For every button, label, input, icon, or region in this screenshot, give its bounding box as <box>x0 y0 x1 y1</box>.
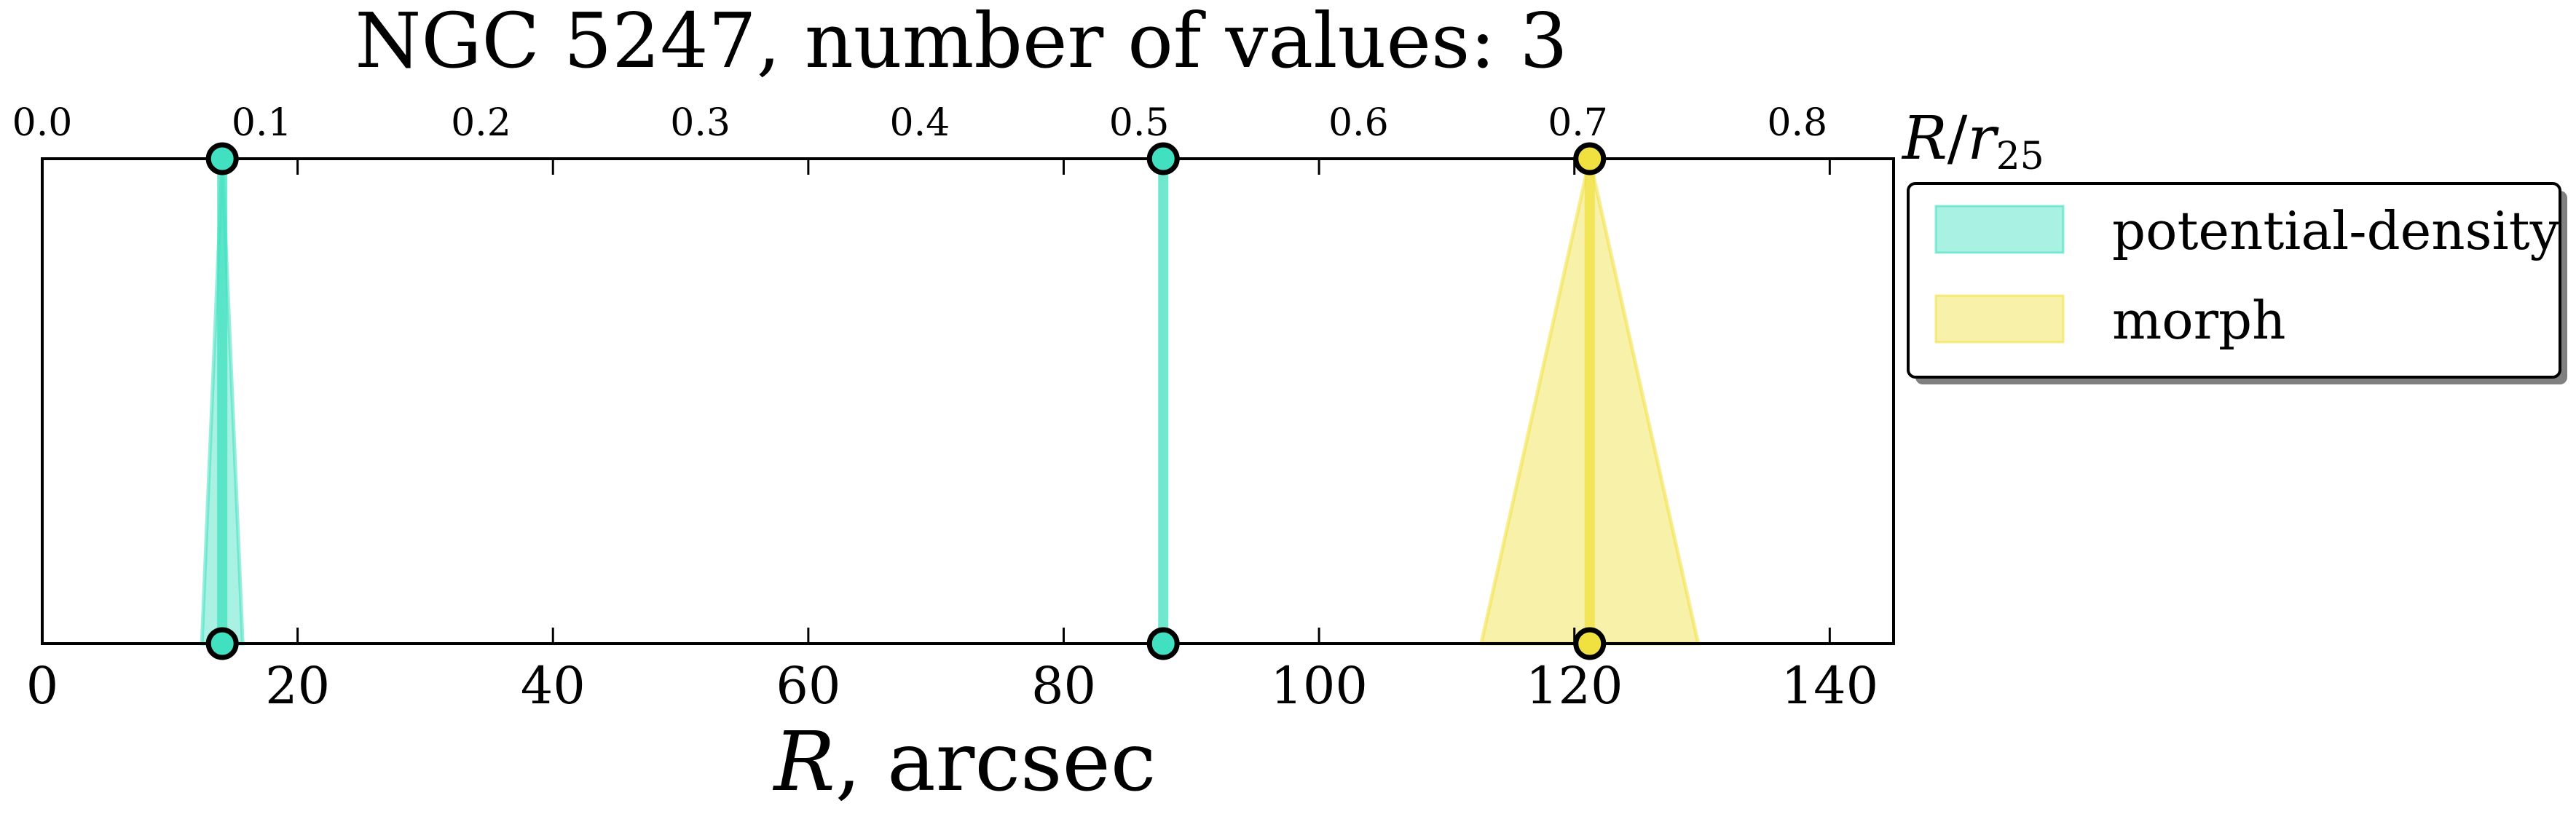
x-tick-label: 120 <box>1526 656 1623 716</box>
marker-potential-density <box>1146 627 1180 660</box>
marker-morph <box>1573 627 1607 660</box>
top-x-tick-label: 0.0 <box>12 101 73 145</box>
marker-potential-density <box>205 627 239 660</box>
top-x-tick-label: 0.3 <box>670 101 730 145</box>
legend-swatch-morph <box>1934 294 2065 344</box>
marker-potential-density <box>1146 142 1180 175</box>
plot-frame <box>41 157 1895 645</box>
top-x-axis-label: R/r25 <box>1901 104 2044 178</box>
legend-swatch-potential-density <box>1934 205 2065 254</box>
top-x-tick-label: 0.2 <box>451 101 511 145</box>
x-tick-label: 40 <box>521 656 586 716</box>
x-axis-label: R, arcsec <box>772 715 1156 810</box>
x-tick-label: 60 <box>776 656 840 716</box>
top-x-axis: 0.0 0.1 0.2 0.3 0.4 0.5 0.6 0.7 0.8 <box>12 101 1827 145</box>
x-tick-label: 100 <box>1270 656 1368 716</box>
top-x-tick-label: 0.1 <box>232 101 292 145</box>
top-x-tick-label: 0.8 <box>1767 101 1827 145</box>
x-tick-label: 0 <box>26 656 59 716</box>
marker-morph <box>1573 142 1607 175</box>
legend-box <box>1907 182 2561 379</box>
plot-marks <box>200 158 1701 646</box>
marker-potential-density <box>205 142 239 175</box>
legend-label-potential-density: potential-density <box>2112 200 2560 261</box>
top-x-tick-label: 0.7 <box>1548 101 1608 145</box>
marker-points <box>205 142 1607 660</box>
x-tick-label: 140 <box>1781 656 1879 716</box>
legend: potential-density morph <box>1907 182 2567 384</box>
x-tick-label: 80 <box>1031 656 1096 716</box>
legend-label-morph: morph <box>2112 290 2286 351</box>
bottom-x-axis: 0 20 40 60 80 100 120 140 <box>26 159 1878 716</box>
top-x-tick-label: 0.6 <box>1328 101 1389 145</box>
top-x-tick-label: 0.5 <box>1109 101 1170 145</box>
chart-title: NGC 5247, number of values: 3 <box>355 0 1567 85</box>
x-tick-label: 20 <box>265 656 330 716</box>
top-x-tick-label: 0.4 <box>890 101 950 145</box>
